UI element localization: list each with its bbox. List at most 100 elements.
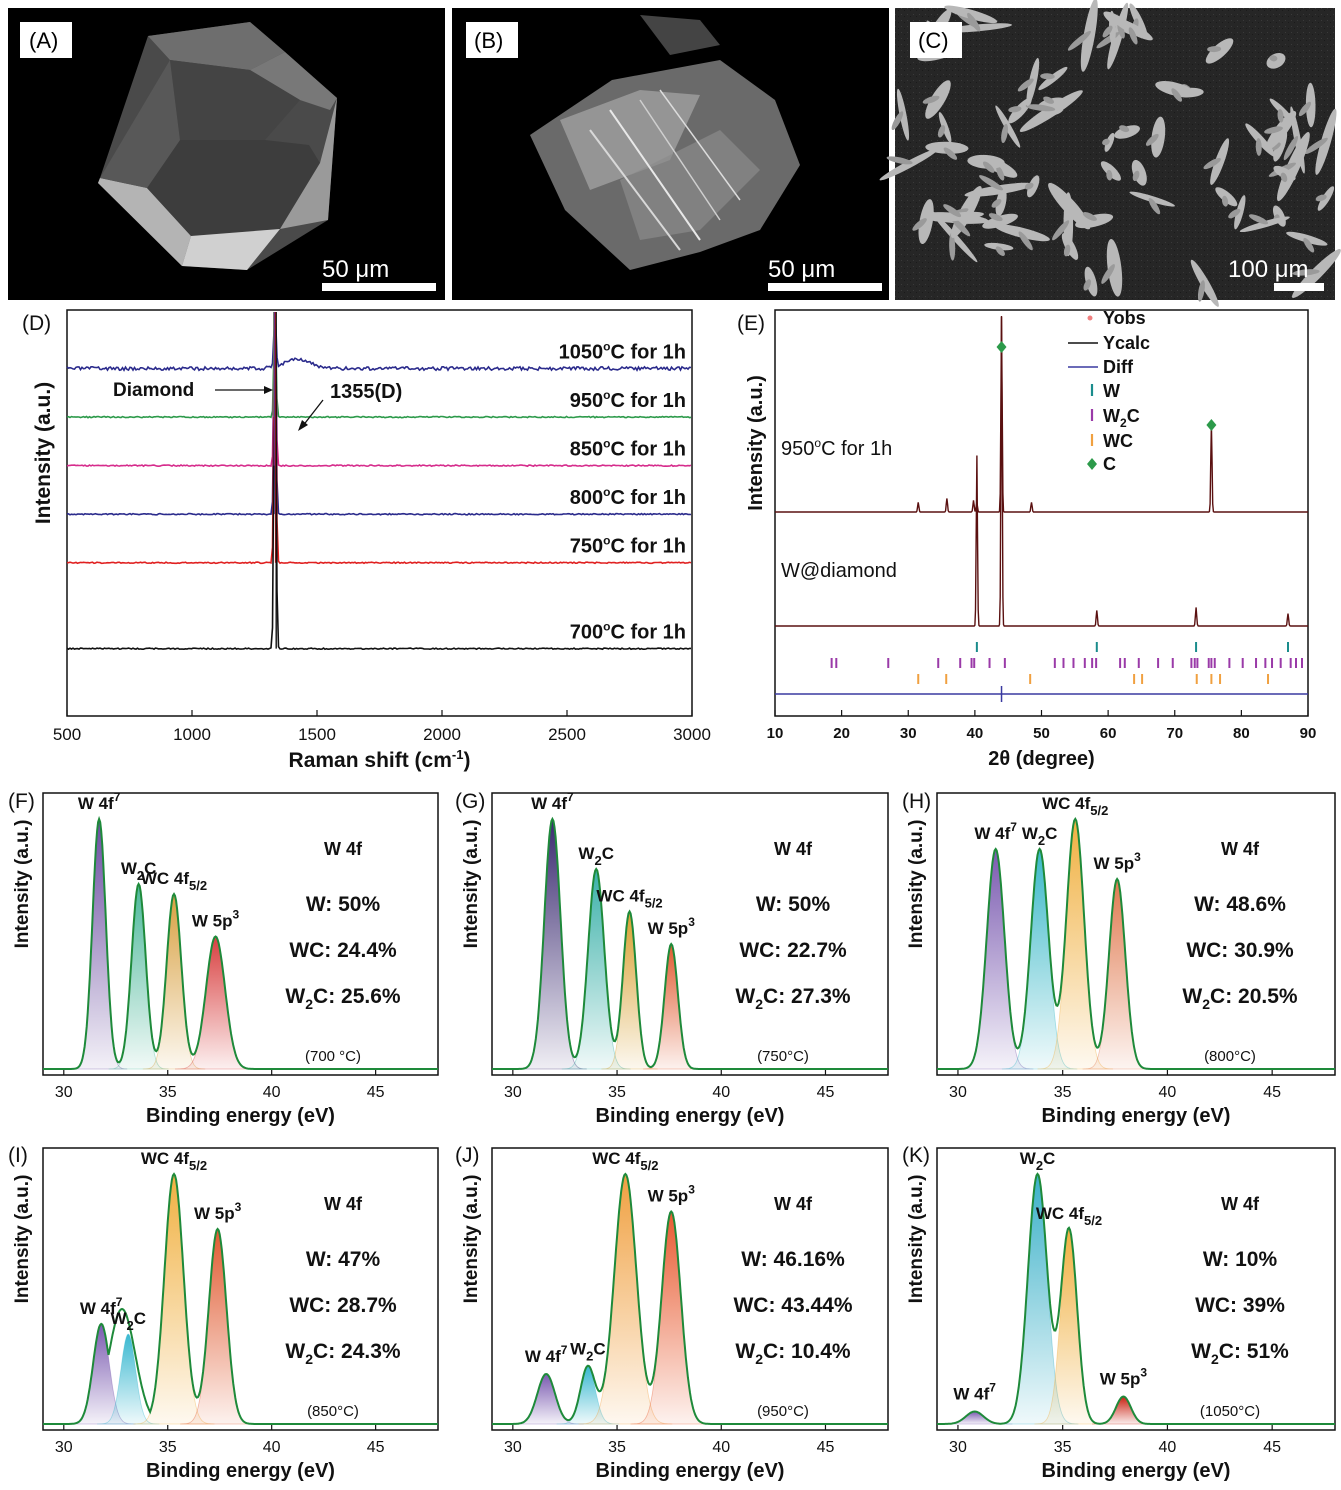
series-line: [66, 338, 692, 565]
peak-label: WC 4f5/2: [592, 1149, 658, 1173]
particle-body: [1038, 66, 1068, 91]
spectrum-title: W 4f: [774, 1194, 813, 1214]
particle-body: [994, 224, 1050, 242]
particle-body: [1019, 90, 1083, 132]
particle: [1215, 187, 1238, 207]
particle: [1008, 97, 1032, 124]
x-tick-label: 90: [1300, 725, 1317, 742]
particle-branch: [1083, 279, 1091, 291]
sem-a-scale-bar: [322, 283, 436, 291]
panel-label: (J): [455, 1144, 480, 1167]
composition-stat: W2C: 27.3%: [735, 985, 850, 1012]
plot-frame: [936, 792, 1336, 1076]
composition-stat: WC: 43.44%: [733, 1294, 852, 1317]
x-tick-label: 35: [159, 1084, 177, 1101]
particle: [1067, 0, 1098, 72]
x-tick-label: 40: [712, 1084, 730, 1101]
particle: [1266, 52, 1286, 69]
x-tick-label: 40: [967, 725, 984, 742]
particle: [925, 141, 969, 160]
particle-branch: [1221, 195, 1229, 207]
particle: [1203, 138, 1230, 185]
sem-b-label-box: [466, 22, 518, 58]
x-tick-label: 40: [1159, 1084, 1177, 1101]
particle-body: [1290, 106, 1305, 174]
particle-body: [1100, 161, 1121, 181]
particle-branch: [1148, 198, 1161, 215]
particle-branch: [1128, 27, 1138, 45]
x-tick-label: 45: [1263, 1084, 1281, 1101]
peak-label: W2C: [578, 844, 614, 868]
sem-c-particles: [879, 0, 1341, 307]
plot-frame: [774, 309, 1309, 717]
temperature-label: (850°C): [307, 1403, 359, 1420]
composition-stat: WC: 24.4%: [289, 939, 397, 962]
x-axis-label: 2θ (degree): [988, 748, 1094, 770]
particle-branch: [1052, 220, 1070, 241]
particle-branch: [1132, 170, 1140, 182]
sem-panel-b: (B) 50 μm: [452, 8, 889, 300]
particle: [1291, 249, 1341, 298]
x-tick-label: 2000: [423, 725, 461, 744]
particle-body: [1114, 125, 1140, 139]
plot-frame: [42, 792, 439, 1076]
legend-label: Yobs: [1103, 308, 1146, 328]
particle: [1083, 266, 1098, 297]
temperature-label: (1050°C): [1200, 1403, 1260, 1420]
y-axis-label: Intensity (a.u.): [32, 382, 55, 524]
carbon-marker: [996, 341, 1007, 353]
x-tick-label: 45: [1263, 1439, 1281, 1456]
sem-panel-a: (A) (A) 50 μm: [8, 8, 445, 300]
x-axis-label: Binding energy (eV): [596, 1460, 785, 1482]
particle-branch: [1197, 280, 1205, 302]
particle-body: [1315, 108, 1337, 175]
particle-branch: [1067, 30, 1092, 51]
particle-branch: [1040, 73, 1055, 80]
peak-label: W2C: [121, 859, 157, 883]
series-line: [66, 327, 692, 468]
particle-body: [944, 5, 998, 24]
peak-label: W 5p3: [648, 1183, 696, 1206]
legend-label: C: [1103, 454, 1116, 474]
particle-body: [1129, 191, 1175, 207]
composition-stat: W: 46.16%: [741, 1248, 845, 1271]
particle-body: [1305, 82, 1316, 128]
particle: [1114, 125, 1140, 139]
peak-label: W 5p3: [1100, 1366, 1148, 1389]
particle-body: [1269, 98, 1295, 123]
composition-stat: WC: 28.7%: [289, 1294, 397, 1317]
particle: [912, 199, 934, 245]
x-tick-label: 30: [949, 1439, 967, 1456]
peak-label: WC 4f5/2: [141, 1149, 207, 1173]
x-tick-label: 3000: [673, 725, 711, 744]
series-label-wdiamond: W@diamond: [781, 560, 897, 582]
particle-body: [1205, 38, 1234, 64]
crystal-b: [530, 15, 800, 270]
y-axis-label: Intensity (a.u.): [461, 1175, 482, 1304]
particle-branch: [1298, 101, 1311, 117]
panel-label: (E): [737, 312, 765, 335]
particle: [1190, 259, 1219, 307]
component-peak: [937, 1411, 1013, 1425]
envelope-line: [937, 1172, 1335, 1425]
particle-body: [918, 199, 934, 245]
series-line: [66, 347, 691, 651]
component-peak: [643, 943, 700, 1070]
particle-branch: [979, 175, 1004, 191]
y-axis-label: Intensity (a.u.): [906, 820, 927, 949]
particle: [944, 5, 998, 32]
composition-stat: W: 48.6%: [1194, 893, 1286, 916]
sem-a-label-text: (A): [29, 28, 58, 53]
x-tick-label: 30: [504, 1084, 522, 1101]
particle: [1283, 106, 1305, 174]
pattern-line: [775, 315, 1308, 627]
peak-label: W 5p3: [648, 915, 696, 938]
composition-stat: W: 10%: [1203, 1248, 1278, 1271]
particle-branch: [1277, 109, 1284, 123]
annotation-d-band: 1355(D): [330, 381, 402, 403]
particle-body: [1155, 81, 1195, 97]
particle: [891, 88, 910, 141]
legend-label: W: [1103, 381, 1120, 401]
chart-panels: 500 1000 1500 2000 2500 3000 Raman shift (cm-1…: [8, 308, 1336, 1482]
particle-body: [967, 154, 1005, 169]
